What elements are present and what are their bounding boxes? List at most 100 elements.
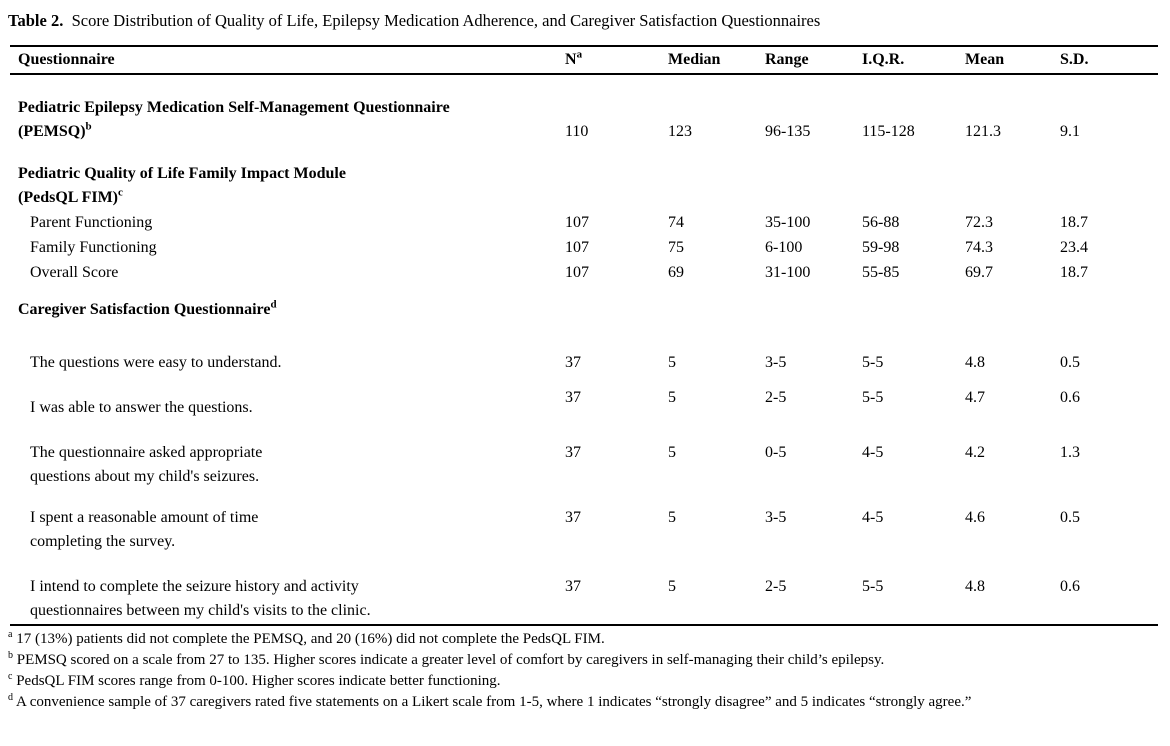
footnote-d: d A convenience sample of 37 caregivers … [8, 692, 972, 711]
cell-range: 2-5 [765, 389, 787, 406]
cell-mean: 4.7 [965, 389, 985, 406]
cell-sd: 18.7 [1060, 214, 1088, 231]
cell-n: 110 [565, 123, 589, 140]
row-pedsql-label: Pediatric Quality of Life Family Impact … [18, 165, 346, 206]
row-family-functioning: Family Functioning 107 75 6-100 59-98 74… [10, 235, 1158, 260]
cell-n: 107 [565, 214, 589, 231]
row-label: Family Functioning [30, 239, 157, 256]
row-statement-easy-to-understand: The questions were easy to understand. 3… [10, 322, 1158, 375]
col-header-range: Range [765, 45, 862, 75]
cell-range: 35-100 [765, 214, 811, 231]
col-header-mean: Mean [965, 45, 1060, 75]
row-statement-reasonable-time: I spent a reasonable amount of time comp… [10, 489, 1158, 554]
row-label: The questionnaire asked appropriate ques… [30, 444, 263, 485]
cell-iqr: 4-5 [862, 444, 884, 461]
row-csq-header: Caregiver Satisfaction Questionnaired [10, 285, 1158, 322]
cell-n: 37 [565, 444, 581, 461]
col-header-n: Na [565, 45, 668, 75]
cell-range: 31-100 [765, 264, 811, 281]
cell-sd: 0.5 [1060, 509, 1080, 526]
row-statement-appropriate-questions: The questionnaire asked appropriate ques… [10, 420, 1158, 489]
footnote-c: c PedsQL FIM scores range from 0-100. Hi… [8, 671, 501, 690]
cell-mean: 72.3 [965, 214, 993, 231]
cell-sd: 0.5 [1060, 354, 1080, 371]
cell-iqr: 5-5 [862, 578, 884, 595]
row-pemsq: Pediatric Epilepsy Medication Self-Manag… [10, 74, 1158, 144]
cell-mean: 4.6 [965, 509, 985, 526]
row-statement-intend-to-complete: I intend to complete the seizure history… [10, 554, 1158, 625]
cell-n: 37 [565, 578, 581, 595]
cell-sd: 1.3 [1060, 444, 1080, 461]
cell-mean: 121.3 [965, 123, 1001, 140]
pedsql-footnote-marker: c [118, 186, 123, 199]
cell-sd: 4.8 [965, 578, 985, 595]
cell-range: 2-5 [765, 578, 787, 595]
cell-iqr: 5-5 [862, 354, 884, 371]
cell-sd: 23.4 [1060, 239, 1088, 256]
row-pedsql-header: Pediatric Quality of Life Family Impact … [10, 144, 1158, 210]
footnotes: a 17 (13%) patients did not complete the… [8, 629, 1160, 713]
cell-sd: 0.6 [1060, 578, 1080, 595]
cell-sd: 18.7 [1060, 264, 1088, 281]
cell-range: 3-5 [765, 509, 787, 526]
cell-sd: 0.6 [1060, 389, 1080, 406]
cell-mean: 69.7 [965, 264, 993, 281]
col-header-iqr: I.Q.R. [862, 45, 965, 75]
row-label: Parent Functioning [30, 214, 153, 231]
table-title: Table 2. Score Distribution of Quality o… [8, 11, 1170, 30]
cell-n: 107 [565, 264, 589, 281]
row-label: I spent a reasonable amount of time comp… [30, 509, 259, 550]
cell-iqr: 55-85 [862, 264, 900, 281]
footnote-d-marker: d [8, 692, 13, 703]
cell-iqr: 56-88 [862, 214, 900, 231]
cell-range: 3-5 [765, 354, 787, 371]
cell-median: 69 [668, 264, 684, 281]
csq-footnote-marker: d [270, 298, 277, 311]
row-statement-able-to-answer: I was able to answer the questions. 37 5… [10, 375, 1158, 420]
row-label: Overall Score [30, 264, 119, 281]
footnote-b: b PEMSQ scored on a scale from 27 to 135… [8, 650, 885, 669]
cell-iqr: 5-5 [862, 389, 884, 406]
footnote-b-marker: b [8, 650, 13, 661]
row-overall-score: Overall Score 107 69 31-100 55-85 69.7 1… [10, 260, 1158, 285]
cell-sd: 9.1 [1060, 123, 1080, 140]
cell-median: 5 [668, 444, 676, 461]
cell-iqr: 115-128 [862, 123, 915, 140]
footnote-c-marker: c [8, 671, 13, 682]
table-title-prefix: Table 2. [8, 11, 64, 30]
cell-n: 37 [565, 389, 581, 406]
row-parent-functioning: Parent Functioning 107 74 35-100 56-88 7… [10, 210, 1158, 235]
col-header-n-sup: a [576, 48, 583, 61]
cell-mean: 74.3 [965, 239, 993, 256]
cell-median: 5 [668, 509, 676, 526]
cell-median: 123 [668, 123, 692, 140]
table-title-text: Score Distribution of Quality of Life, E… [71, 11, 821, 30]
cell-median: 5 [668, 389, 676, 406]
cell-iqr: 59-98 [862, 239, 900, 256]
cell-median: 5 [668, 354, 676, 371]
row-label: I intend to complete the seizure history… [30, 578, 371, 619]
table-header-row: Questionnaire Na Median Range I.Q.R. Mea… [10, 45, 1158, 75]
cell-range: 6-100 [765, 239, 803, 256]
row-pemsq-label: Pediatric Epilepsy Medication Self-Manag… [18, 99, 450, 140]
row-label: The questions were easy to understand. [30, 354, 282, 371]
col-header-questionnaire: Questionnaire [10, 45, 565, 75]
cell-n: 37 [565, 509, 581, 526]
cell-iqr: 4-5 [862, 509, 884, 526]
row-csq-label: Caregiver Satisfaction Questionnaired [18, 298, 277, 318]
cell-range: 0-5 [765, 444, 787, 461]
cell-n: 37 [565, 354, 581, 371]
cell-mean: 4.2 [965, 444, 985, 461]
score-distribution-table: Questionnaire Na Median Range I.Q.R. Mea… [10, 45, 1158, 626]
footnote-a: a 17 (13%) patients did not complete the… [8, 629, 605, 648]
cell-median: 74 [668, 214, 684, 231]
cell-n: 107 [565, 239, 589, 256]
col-header-sd: S.D. [1060, 45, 1158, 75]
footnote-a-marker: a [8, 629, 13, 640]
row-label: I was able to answer the questions. [30, 399, 253, 416]
cell-range: 96-135 [765, 123, 811, 140]
col-header-median: Median [668, 45, 765, 75]
cell-median: 75 [668, 239, 684, 256]
cell-median: 5 [668, 578, 676, 595]
cell-mean: 4.8 [965, 354, 985, 371]
